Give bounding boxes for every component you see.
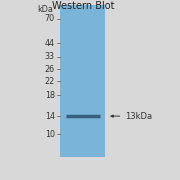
- Text: 33: 33: [45, 52, 55, 61]
- Text: 10: 10: [45, 130, 55, 139]
- Text: 26: 26: [45, 65, 55, 74]
- Text: kDa: kDa: [37, 4, 53, 14]
- Bar: [60, 5, 105, 157]
- Text: 13kDa: 13kDa: [125, 112, 152, 121]
- Text: 18: 18: [45, 91, 55, 100]
- Text: 14: 14: [45, 112, 55, 121]
- Text: 22: 22: [45, 76, 55, 86]
- Text: 44: 44: [45, 39, 55, 48]
- Text: 70: 70: [45, 14, 55, 23]
- Text: Western Blot: Western Blot: [51, 1, 114, 11]
